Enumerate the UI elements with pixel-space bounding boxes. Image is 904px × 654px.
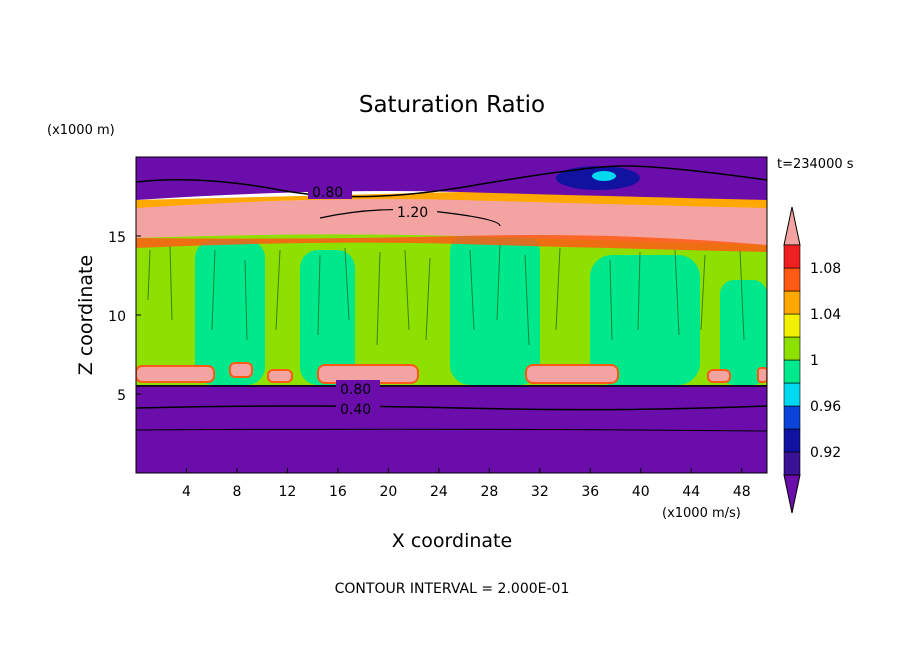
colorbar-band xyxy=(783,267,801,292)
contour-labels: 0.80 1.20 0.80 0.40 xyxy=(312,185,428,418)
time-label: t=234000 s xyxy=(777,157,854,172)
contour-label: 1.20 xyxy=(397,205,428,221)
x-tick-label: 32 xyxy=(531,484,549,500)
x-tick-label: 8 xyxy=(232,484,241,500)
colorbar-band xyxy=(783,313,801,338)
upper-cyan-feature xyxy=(592,171,616,181)
colorbar-band xyxy=(783,359,801,384)
y-tick-label: 15 xyxy=(108,230,126,246)
colorbar-label: 1 xyxy=(810,353,819,369)
contour-interval-footer: CONTOUR INTERVAL = 2.000E-01 xyxy=(335,581,570,597)
y-axis-label: Z coordinate xyxy=(75,255,97,375)
plot-area xyxy=(135,156,768,474)
x-tick-label: 40 xyxy=(632,484,650,500)
x-tick-label: 44 xyxy=(682,484,700,500)
y-unit-label: (x1000 m) xyxy=(47,123,115,138)
x-tick-label: 24 xyxy=(430,484,448,500)
contour-label-backgrounds xyxy=(308,183,380,416)
upper-transition-band xyxy=(136,235,767,252)
y-tick-label: 10 xyxy=(108,309,126,325)
colorbar-band xyxy=(783,405,801,430)
chart-title: Saturation Ratio xyxy=(359,92,545,118)
x-tick-label: 48 xyxy=(733,484,751,500)
contour-label-bg-pink xyxy=(393,203,437,219)
colorbar-label: 0.96 xyxy=(810,399,841,415)
colorbar-label: 1.04 xyxy=(810,307,841,323)
x-axis-label: X coordinate xyxy=(392,530,512,552)
x-unit-label: (x1000 m/s) xyxy=(662,506,741,521)
x-tick-label: 12 xyxy=(279,484,297,500)
colorbar-label: 0.92 xyxy=(810,445,841,461)
colorbar-band xyxy=(783,428,801,453)
x-tick-label: 20 xyxy=(379,484,397,500)
colorbar-band xyxy=(783,244,801,269)
colorbar: 0.92 0.96 1 1.04 1.08 xyxy=(783,206,841,514)
colorbar-label: 1.08 xyxy=(810,261,841,277)
x-tick-label: 28 xyxy=(480,484,498,500)
y-axis-ticks: 5 10 15 xyxy=(108,230,141,404)
mid-layer-streaks xyxy=(147,244,745,346)
x-tick-label: 4 xyxy=(182,484,191,500)
x-axis-ticks: 4 8 12 16 20 24 28 32 36 40 44 48 xyxy=(182,468,751,500)
colorbar-band xyxy=(783,336,801,361)
low-cloud-lenses xyxy=(136,362,767,384)
colorbar-band xyxy=(783,382,801,407)
x-tick-label: 36 xyxy=(581,484,599,500)
colorbar-min-extension xyxy=(783,474,801,514)
y-tick-label: 5 xyxy=(117,388,126,404)
x-tick-label: 16 xyxy=(329,484,347,500)
upper-pink-layer xyxy=(136,195,767,245)
colorbar-max-extension xyxy=(783,206,801,246)
contour-label: 0.80 xyxy=(312,185,343,201)
colorbar-band xyxy=(783,451,801,476)
contour-label: 0.80 xyxy=(340,382,371,398)
contour-label: 0.40 xyxy=(340,402,371,418)
colorbar-band xyxy=(783,290,801,315)
